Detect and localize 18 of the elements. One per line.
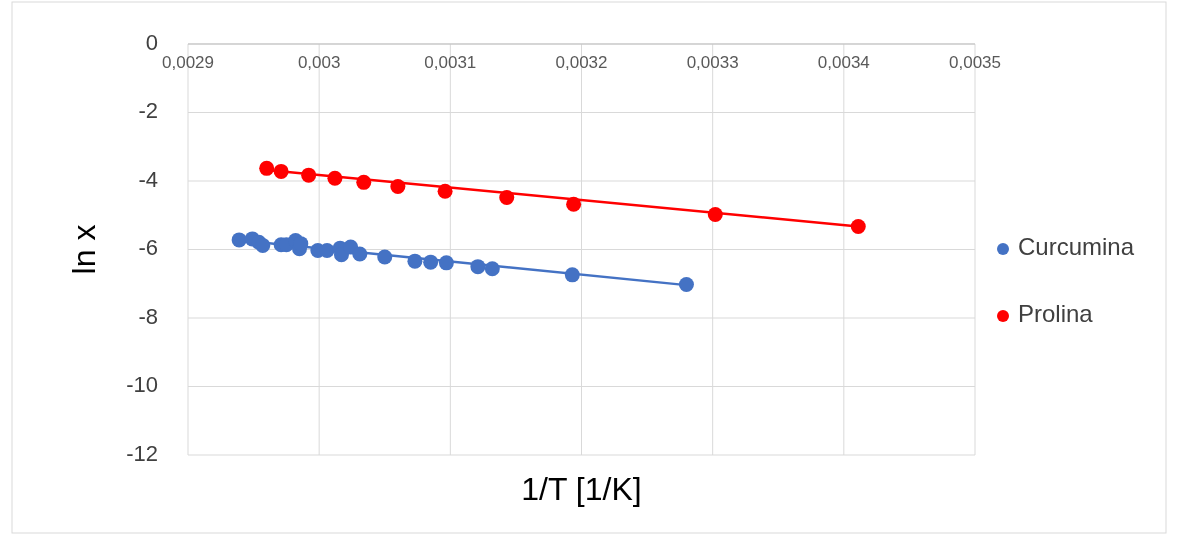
- x-tick-label: 0,003: [297, 53, 341, 73]
- x-tick-label: 0,0033: [686, 53, 739, 73]
- y-tick-label: -8: [138, 303, 158, 329]
- legend-label: Curcumina: [1018, 233, 1135, 261]
- x-tick-label: 0,0029: [162, 53, 214, 73]
- y-tick-label: -6: [138, 235, 158, 261]
- y-tick-label: -2: [138, 98, 158, 124]
- x-axis-title: 1/T [1/K]: [521, 471, 642, 507]
- y-tick-label: -10: [126, 372, 158, 398]
- y-axis-title: ln x: [66, 224, 102, 275]
- legend-label: Prolina: [1018, 300, 1094, 328]
- x-tick-label: 0,0032: [555, 53, 608, 73]
- y-tick-label: -4: [138, 166, 158, 192]
- y-tick-label: 0: [145, 29, 158, 55]
- y-tick-label: -12: [126, 440, 158, 466]
- x-tick-label: 0,0035: [949, 53, 1001, 73]
- x-tick-label: 0,0034: [817, 53, 870, 73]
- x-tick-label: 0,0031: [424, 53, 477, 73]
